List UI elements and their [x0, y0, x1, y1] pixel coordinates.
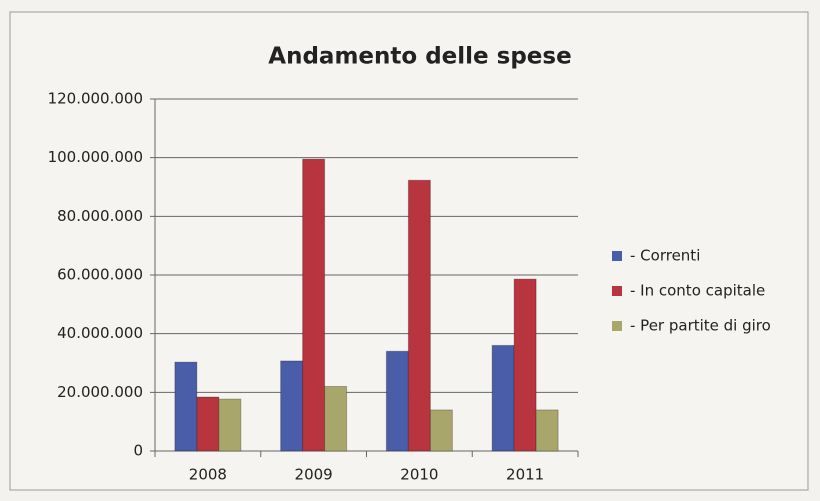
legend-swatch [612, 251, 622, 261]
bar [407, 179, 431, 452]
x-tick-label: 2008 [189, 466, 227, 484]
bar [385, 350, 409, 452]
chart-title: Andamento delle spese [268, 44, 571, 70]
bar [280, 360, 304, 452]
x-tick-label: 2009 [295, 466, 333, 484]
legend-swatch [612, 321, 622, 331]
bar [196, 396, 220, 452]
bar [429, 409, 453, 452]
bar [302, 158, 326, 452]
y-tick-label: 100.000.000 [48, 148, 143, 166]
legend-swatch [612, 286, 622, 296]
x-tick-label: 2011 [506, 466, 544, 484]
bar [513, 278, 537, 452]
y-tick-label: 40.000.000 [57, 324, 143, 342]
x-tick-label: 2010 [400, 466, 438, 484]
y-tick-label: 0 [133, 442, 143, 460]
y-tick-label: 60.000.000 [57, 266, 143, 284]
y-tick-label: 20.000.000 [57, 383, 143, 401]
legend-label: - Correnti [630, 247, 700, 265]
bar [324, 385, 348, 452]
bar [491, 344, 515, 452]
bar [535, 409, 559, 452]
legend-label: - In conto capitale [630, 282, 765, 300]
legend-label: - Per partite di giro [630, 317, 771, 335]
bar [218, 398, 242, 452]
y-tick-label: 120.000.000 [48, 90, 143, 108]
bar [174, 361, 198, 452]
y-tick-label: 80.000.000 [57, 207, 143, 225]
